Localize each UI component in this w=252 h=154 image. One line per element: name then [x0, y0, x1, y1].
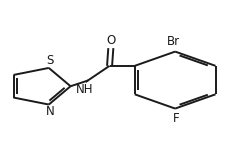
Text: S: S [46, 54, 54, 67]
Text: NH: NH [76, 83, 93, 96]
Text: F: F [173, 112, 180, 125]
Text: Br: Br [167, 35, 180, 48]
Text: N: N [46, 105, 54, 118]
Text: O: O [106, 34, 115, 47]
